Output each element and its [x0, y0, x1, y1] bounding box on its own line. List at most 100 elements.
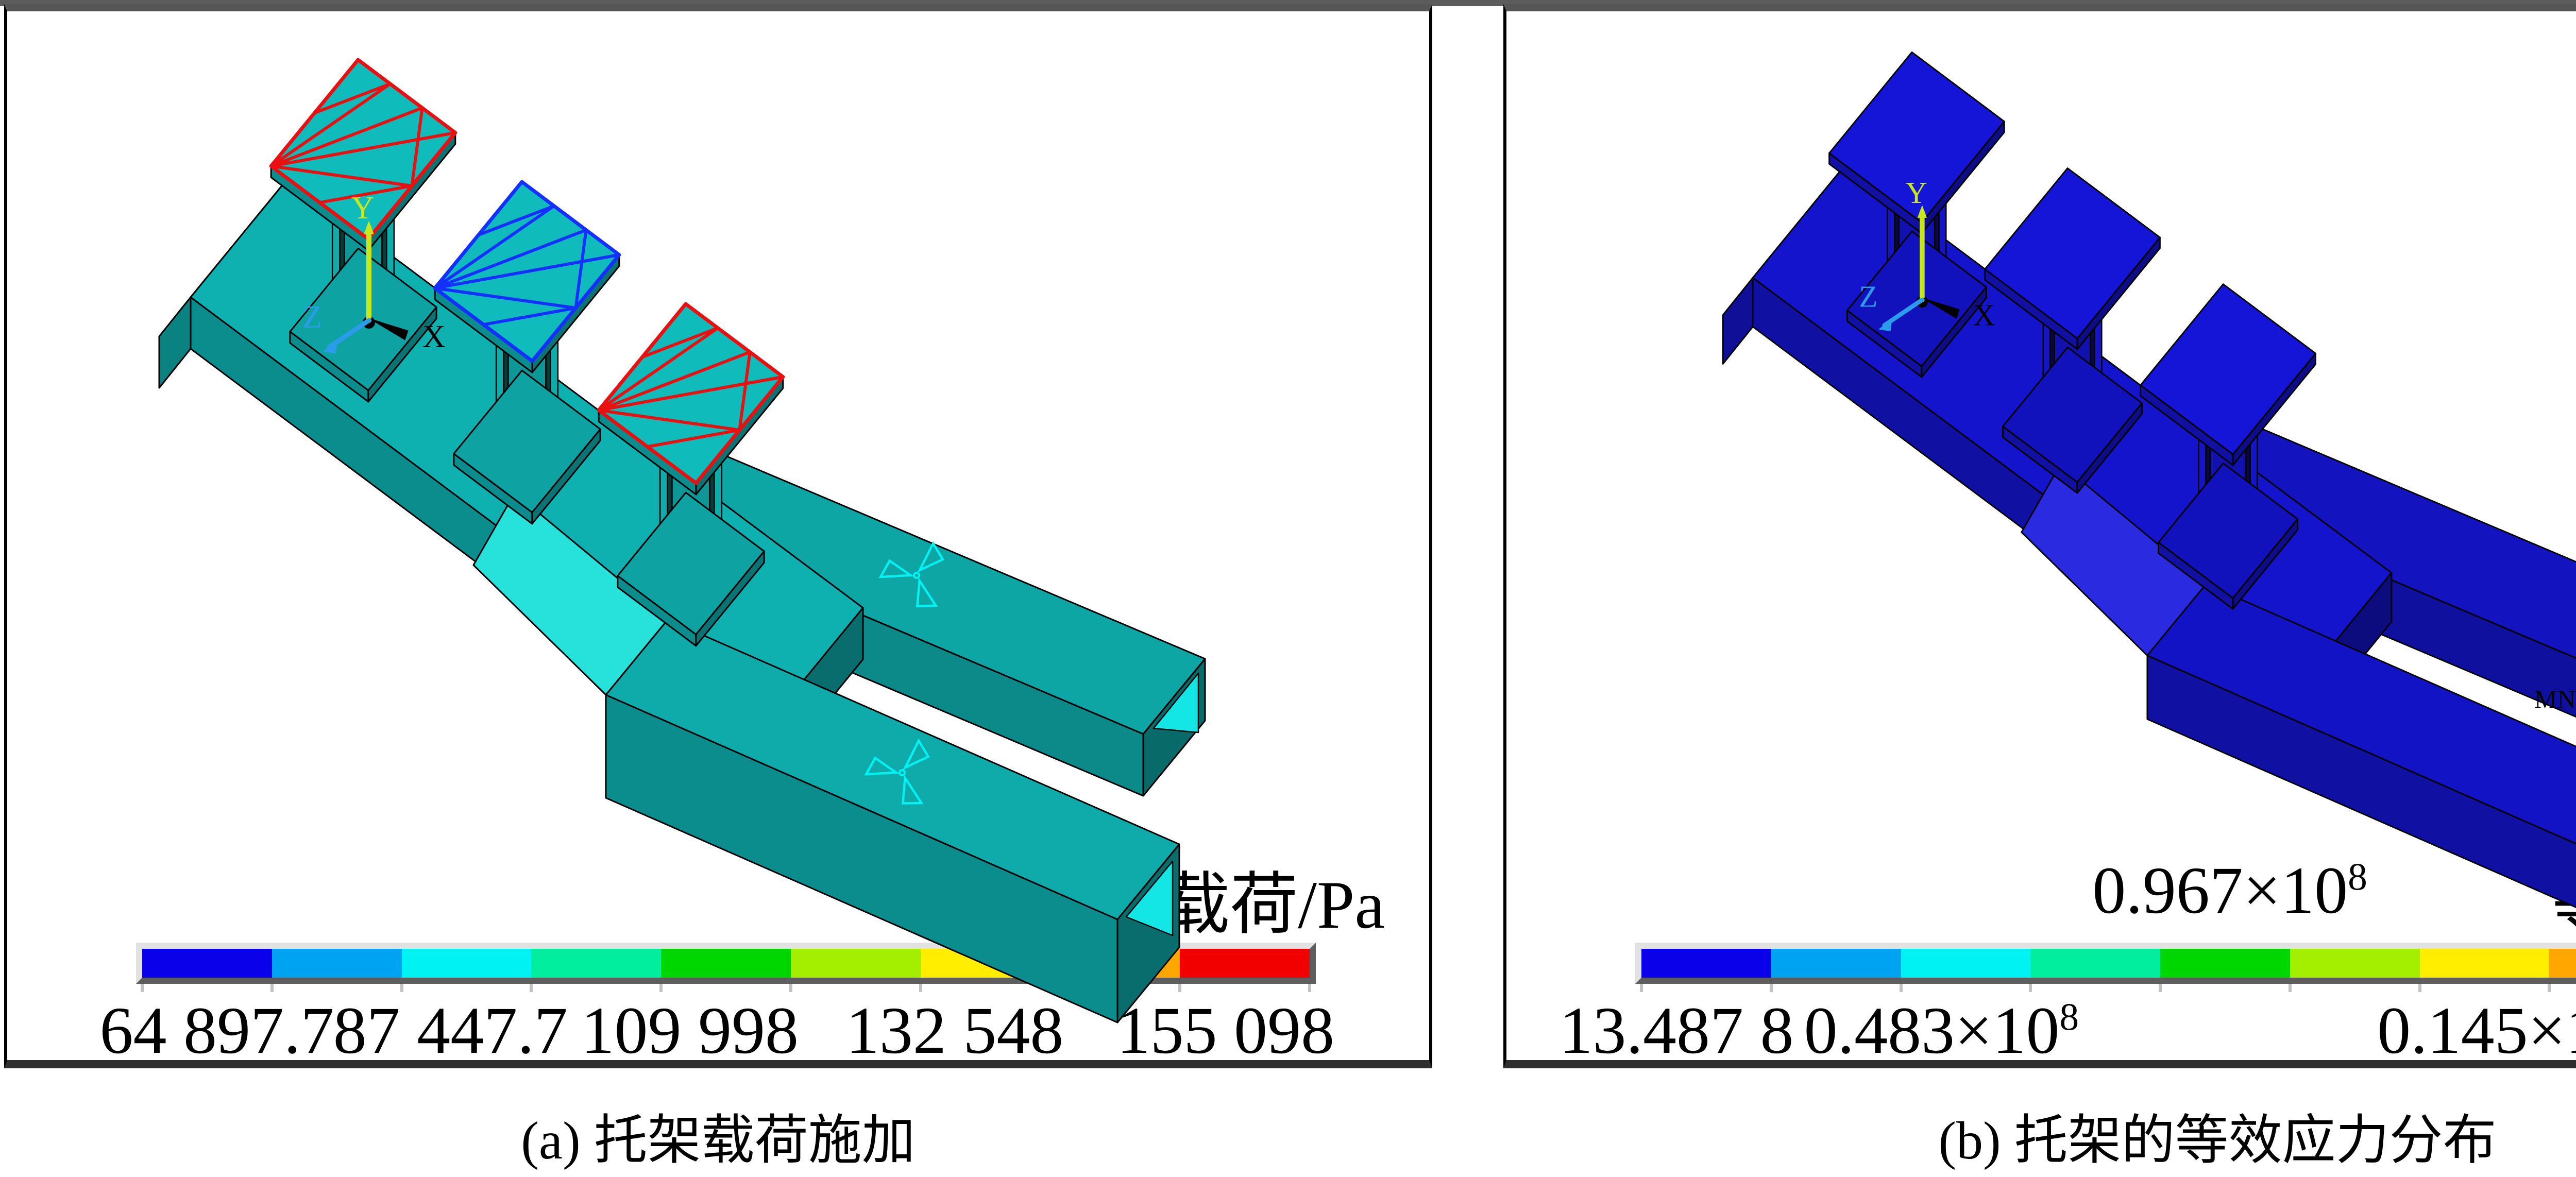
colorbar-segment-8: [2549, 949, 2576, 978]
x-axis-label: X: [1973, 298, 1995, 332]
pinwheel-blade: [917, 541, 945, 573]
mesh-line: [640, 326, 720, 359]
mesh-line: [482, 306, 578, 327]
colorbar-tick: [2288, 984, 2292, 992]
arm2-top-face: [2146, 583, 2576, 845]
colorbar-tick: [659, 984, 663, 992]
post-bottom-flange-end: [2232, 518, 2299, 610]
colorbar-tick-label: 155 098: [1116, 994, 1335, 1068]
min-stress-label: MN: [2534, 685, 2576, 713]
colorbar-segment-4: [2030, 949, 2161, 978]
caption-b: (b) 托架的等效应力分布: [1938, 1111, 2497, 1170]
post-bottom-flange-end: [2076, 402, 2143, 494]
colorbar-tick-label: 64 897.7: [99, 994, 334, 1068]
mesh-line: [269, 164, 414, 187]
mesh-line: [410, 106, 424, 187]
arm2-end-cap-inner: [1125, 860, 1174, 936]
colorbar-tick-label: 109 998: [581, 994, 799, 1068]
plate-top-face: [2140, 283, 2316, 455]
mesh-line: [646, 428, 741, 449]
post-bottom-flange-end: [531, 428, 601, 525]
mesh-line: [597, 326, 720, 412]
y-axis-label: Y: [351, 191, 375, 226]
arm1-end-cap-inner: [1153, 672, 1199, 734]
mesh-line: [738, 350, 752, 432]
fea-bracket-model-b: Y X Z MN: [1722, 51, 2576, 909]
z-axis-label: Z: [302, 300, 322, 335]
mesh-line: [313, 82, 392, 115]
mesh-line: [269, 106, 424, 168]
colorbar-segment-5: [661, 949, 791, 978]
colorbar-tick: [1308, 984, 1311, 992]
pinwheel-blade: [901, 774, 924, 805]
colorbar-segment-1: [1641, 949, 1771, 978]
rail-left-step: [158, 296, 192, 389]
plate-top-face: [1984, 167, 2161, 339]
panel-a-load-application: Y X Z 载荷/Pa 64 897.7 87 447.7 109 998 132 548…: [4, 4, 1432, 1068]
colorbar-segment-1: [142, 949, 272, 978]
x-axis: [368, 318, 409, 340]
exponent: 8: [2348, 856, 2367, 899]
mesh-line: [597, 408, 741, 432]
pinwheel-blade: [916, 577, 938, 607]
z-axis-arrowhead: [1878, 319, 1892, 332]
colorbar-tick: [400, 984, 403, 992]
mesh-line: [597, 350, 752, 412]
caption-a: (a) 托架载荷施加: [521, 1111, 916, 1170]
colorbar-tick: [2418, 984, 2421, 992]
mesh-line: [433, 228, 588, 290]
colorbar-tick-label: 0.145×109: [2377, 994, 2576, 1068]
colorbar-tick-label: 13.487 8: [1559, 994, 1794, 1068]
pinwheel-blade: [903, 738, 930, 770]
legend-title-a: 载荷/Pa: [1162, 867, 1385, 943]
colorbar-tick-label: 0.483×108: [1804, 994, 2079, 1068]
exponent: 8: [2059, 996, 2079, 1039]
colorbar-tick: [270, 984, 274, 992]
colorbar-tick: [2029, 984, 2032, 992]
y-axis-arrowhead: [1917, 206, 1927, 218]
z-axis-label: Z: [1859, 280, 1877, 313]
constraint-pinwheel-marker: [864, 738, 930, 805]
bracket-3d-model: Y X Z: [1722, 51, 2576, 909]
y-axis-label: Y: [1905, 176, 1927, 210]
mesh-line: [433, 286, 578, 310]
arm2-front-face: [2146, 655, 2576, 909]
mesh-line: [269, 131, 457, 168]
colorbar-segment-3: [1901, 949, 2031, 978]
constraint-pinwheel-marker: [878, 541, 945, 607]
colorbar-segment-9: [1180, 949, 1310, 978]
colorbar-tick-label: 132 548: [845, 994, 1064, 1068]
z-axis-arrowhead: [323, 340, 337, 354]
colorbar-tick: [1899, 984, 1903, 992]
colorbar-tick: [141, 984, 144, 992]
pinwheel-blade: [878, 559, 914, 578]
colorbar-segment-5: [2160, 949, 2290, 978]
mesh-line: [269, 82, 392, 168]
colorbar-tick: [1769, 984, 1773, 992]
colorbar-tick: [2159, 984, 2162, 992]
colorbar-b: [1635, 943, 2576, 984]
colorbar-tick-label: 87 447.7: [333, 994, 568, 1068]
mesh-line: [597, 375, 785, 412]
post-bottom-flange-end: [367, 306, 437, 403]
mesh-line: [477, 204, 556, 237]
colorbar-segment-4: [531, 949, 662, 978]
rail-left-step: [1722, 277, 1754, 365]
plate-mesh-3: [597, 302, 785, 485]
colorbar-segment-6: [790, 949, 921, 978]
post-bottom-flange-end: [1921, 286, 1987, 378]
colorbar-segment-2: [272, 949, 402, 978]
fea-bracket-model-a: Y X Z: [158, 58, 1206, 1024]
plate-mesh-2: [433, 180, 621, 363]
mesh-line: [574, 228, 588, 310]
colorbar-tick: [1178, 984, 1182, 992]
mesh-line: [433, 204, 556, 290]
pinwheel-blade: [864, 756, 900, 776]
y-axis-arrowhead: [364, 221, 374, 234]
colorbar-tick-label: 0.967×108: [2092, 854, 2367, 928]
colorbar-segment-7: [2419, 949, 2550, 978]
mesh-line: [318, 184, 414, 204]
colorbar-segment-2: [1771, 949, 1901, 978]
